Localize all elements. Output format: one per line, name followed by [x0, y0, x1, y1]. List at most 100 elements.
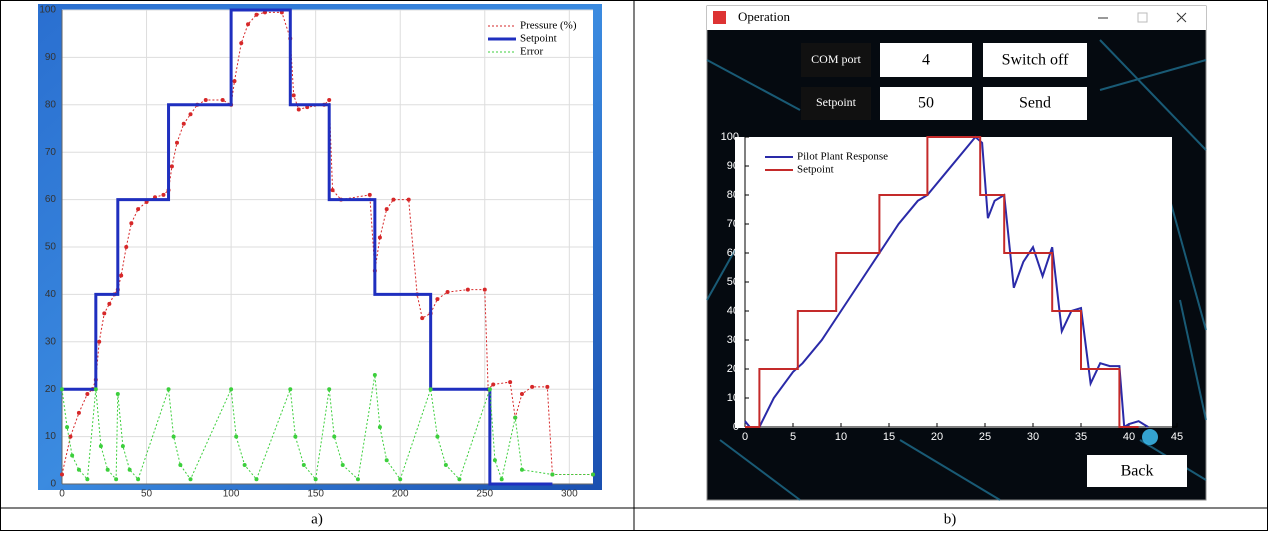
data-point	[136, 207, 140, 211]
x-tick-label: 35	[1075, 431, 1087, 443]
data-point	[65, 425, 69, 429]
data-point	[488, 387, 492, 391]
setpoint-label: Setpoint	[816, 95, 857, 109]
caption: b)	[944, 511, 957, 527]
data-point	[373, 373, 377, 377]
data-point	[243, 463, 247, 467]
data-point	[356, 477, 360, 481]
data-point	[327, 387, 331, 391]
data-point	[94, 387, 98, 391]
data-point	[302, 463, 306, 467]
y-tick-label: 90	[45, 52, 57, 63]
data-point	[446, 290, 450, 294]
data-point	[297, 108, 301, 112]
data-point	[457, 477, 461, 481]
data-point	[232, 79, 236, 83]
data-point	[420, 316, 424, 320]
data-point	[368, 193, 372, 197]
data-point	[435, 297, 439, 301]
y-tick-label: 100	[39, 5, 56, 16]
x-tick-label: 150	[307, 489, 324, 500]
data-point	[530, 385, 534, 389]
x-tick-label: 100	[223, 489, 240, 500]
x-tick-label: 15	[883, 431, 895, 443]
data-point	[591, 473, 595, 477]
data-point	[182, 122, 186, 126]
data-point	[520, 468, 524, 472]
data-point	[293, 435, 297, 439]
data-point	[493, 458, 497, 462]
x-tick-label: 30	[1027, 431, 1039, 443]
y-tick-label: 30	[727, 334, 739, 346]
data-point	[483, 288, 487, 292]
window-icon	[713, 11, 726, 24]
legend-label: Pressure (%)	[520, 20, 577, 32]
data-point	[331, 188, 335, 192]
x-tick-label: 45	[1171, 431, 1183, 443]
data-point	[102, 311, 106, 315]
send-button-label: Send	[1019, 95, 1051, 112]
x-tick-label: 0	[59, 489, 65, 500]
y-tick-label: 70	[727, 218, 739, 230]
y-tick-label: 0	[733, 421, 739, 433]
data-point	[85, 392, 89, 396]
switch-button-label: Switch off	[1002, 52, 1069, 69]
data-point	[288, 387, 292, 391]
glow	[1142, 429, 1158, 445]
data-point	[314, 477, 318, 481]
data-point	[491, 382, 495, 386]
y-tick-label: 50	[45, 242, 57, 253]
data-point	[254, 13, 258, 17]
data-point	[229, 387, 233, 391]
data-point	[378, 236, 382, 240]
com-port-value: 4	[922, 52, 930, 69]
data-point	[385, 458, 389, 462]
legend-label: Setpoint	[520, 33, 557, 45]
legend-label: Setpoint	[797, 164, 834, 176]
data-point	[189, 477, 193, 481]
y-tick-label: 80	[727, 189, 739, 201]
data-point	[85, 477, 89, 481]
data-point	[234, 435, 238, 439]
data-point	[292, 93, 296, 97]
com-port-label: COM port	[811, 52, 861, 66]
data-point	[407, 198, 411, 202]
x-tick-label: 20	[931, 431, 943, 443]
plot-area	[735, 137, 1172, 428]
data-point	[398, 477, 402, 481]
data-point	[221, 98, 225, 102]
y-tick-label: 40	[727, 305, 739, 317]
y-tick-label: 80	[45, 99, 57, 110]
y-tick-label: 90	[727, 160, 739, 172]
data-point	[508, 380, 512, 384]
setpoint-value: 50	[918, 95, 934, 112]
data-point	[204, 98, 208, 102]
data-point	[60, 473, 64, 477]
data-point	[545, 385, 549, 389]
y-tick-label: 10	[727, 392, 739, 404]
caption: a)	[311, 511, 323, 527]
data-point	[70, 454, 74, 458]
x-tick-label: 50	[141, 489, 153, 500]
y-tick-label: 20	[45, 384, 57, 395]
x-tick-label: 10	[835, 431, 847, 443]
data-point	[107, 302, 111, 306]
data-point	[520, 392, 524, 396]
data-point	[60, 387, 64, 391]
y-tick-label: 20	[727, 363, 739, 375]
data-point	[106, 468, 110, 472]
y-tick-label: 70	[45, 147, 57, 158]
data-point	[332, 435, 336, 439]
x-tick-label: 250	[476, 489, 493, 500]
data-point	[114, 477, 118, 481]
x-tick-label: 5	[790, 431, 796, 443]
data-point	[136, 477, 140, 481]
x-tick-label: 25	[979, 431, 991, 443]
back-button-label: Back	[1121, 463, 1154, 480]
legend-label: Pilot Plant Response	[797, 151, 888, 163]
x-tick-label: 40	[1123, 431, 1135, 443]
y-tick-label: 60	[727, 247, 739, 259]
y-tick-label: 30	[45, 336, 57, 347]
data-point	[246, 22, 250, 26]
data-point	[178, 463, 182, 467]
